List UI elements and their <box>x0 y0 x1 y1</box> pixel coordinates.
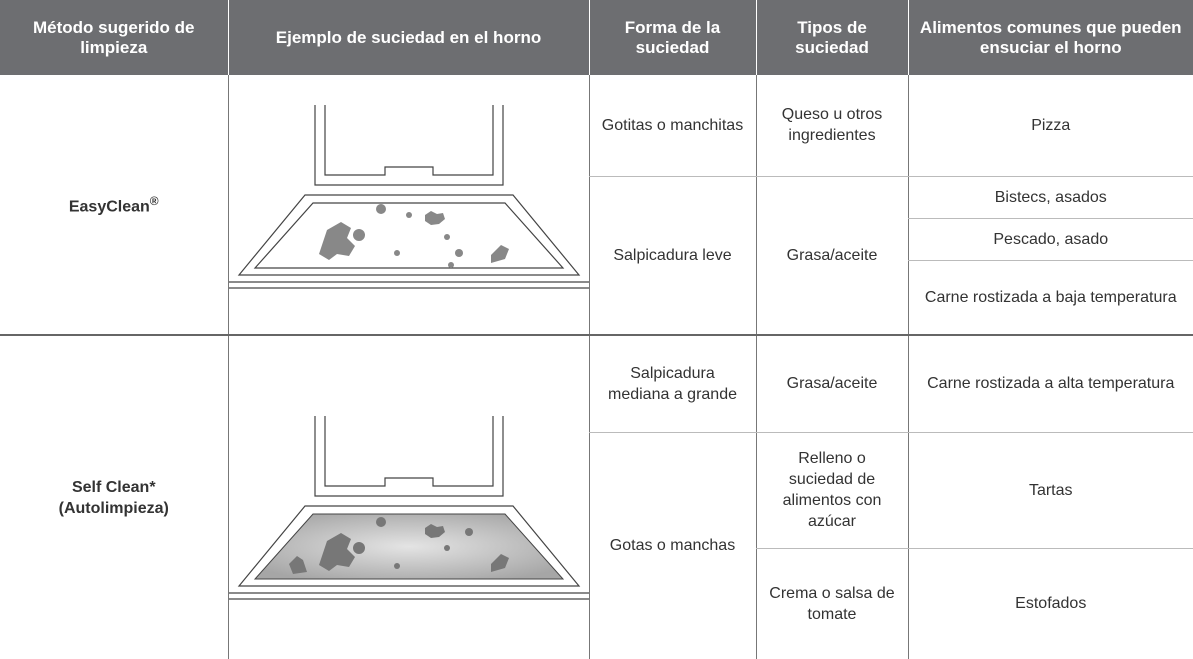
type: Relleno o suciedad de alimentos con azúc… <box>755 432 908 549</box>
oven-illustration <box>228 105 589 289</box>
form: Salpicadura mediana a grande <box>588 334 756 433</box>
food: Bistecs, asados <box>907 176 1193 219</box>
header: Método sugerido de limpieza <box>0 0 228 75</box>
type: Grasa/aceite <box>755 176 908 336</box>
type: Crema o salsa de tomate <box>755 548 908 659</box>
food: Pizza <box>907 75 1193 177</box>
method: EasyClean® <box>0 75 228 336</box>
type: Grasa/aceite <box>755 334 908 433</box>
form: Salpicadura leve <box>588 176 756 336</box>
food: Carne rostizada a baja temperatura <box>907 260 1193 336</box>
image-cell <box>227 75 589 336</box>
trademark: ® <box>149 194 159 209</box>
oven-illustration <box>228 416 589 600</box>
form: Gotas o manchas <box>588 432 756 659</box>
header: Tipos de suciedad <box>755 0 908 75</box>
header: Ejemplo de suciedad en el horno <box>227 0 589 75</box>
method-name: EasyClean <box>68 198 150 216</box>
food: Carne rostizada a alta temperatura <box>907 334 1193 433</box>
method-name: (Autolimpieza) <box>58 499 169 517</box>
method-name: Self Clean* <box>71 478 156 496</box>
food: Estofados <box>907 548 1193 659</box>
method: Self Clean* (Autolimpieza) <box>0 334 228 659</box>
image-cell <box>227 334 589 659</box>
header: Alimentos comunes que pueden ensuciar el… <box>907 0 1193 75</box>
food: Pescado, asado <box>907 218 1193 261</box>
header: Forma de la suciedad <box>588 0 756 75</box>
food: Tartas <box>907 432 1193 549</box>
type: Queso u otros ingredientes <box>755 75 908 177</box>
form: Gotitas o manchitas <box>588 75 756 177</box>
